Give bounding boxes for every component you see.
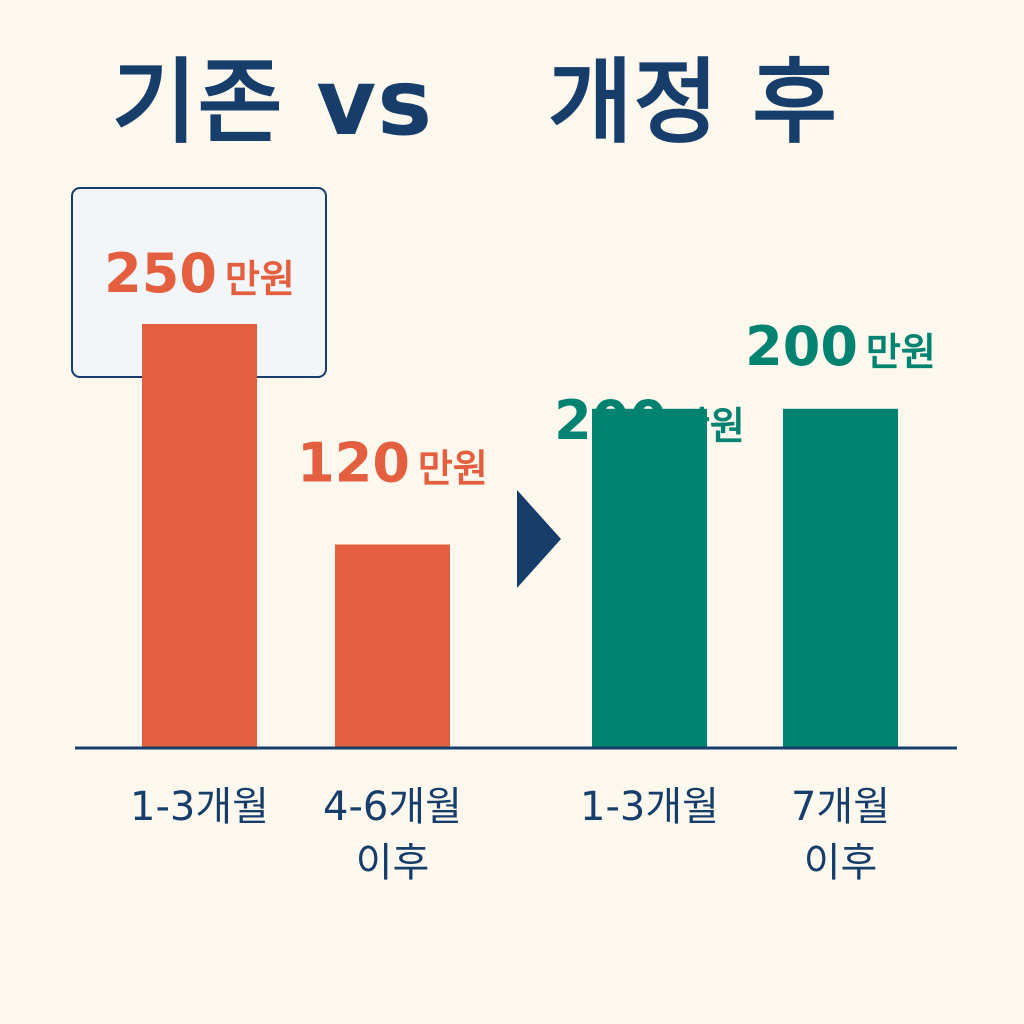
triangle-right-arrow-icon — [517, 490, 561, 588]
bar-after-1 — [592, 408, 707, 748]
value-unit: 만원 — [225, 257, 295, 301]
category-label: 이후 — [804, 840, 878, 886]
category-label: 7개월 — [791, 784, 890, 830]
title-before: 기존 vs — [112, 49, 434, 156]
bar-value-label: 200 만원 — [745, 315, 936, 378]
value-number: 200 — [745, 315, 858, 378]
bar-value-label: 200 만원 — [554, 389, 745, 452]
category-label: 이후 — [356, 840, 430, 886]
bar-value-label: 120 만원 — [297, 431, 488, 494]
category-label: 1-3개월 — [130, 784, 269, 830]
bar-after-2 — [783, 408, 898, 748]
bar-before-1 — [142, 324, 257, 748]
value-number: 120 — [297, 431, 410, 494]
value-unit: 만원 — [418, 446, 488, 490]
bar-value-label: 250 만원 — [104, 242, 295, 305]
value-unit: 만원 — [866, 330, 936, 374]
value-unit: 만원 — [675, 404, 745, 448]
value-number: 200 — [554, 389, 667, 452]
bar-before-2 — [335, 544, 450, 748]
category-label: 1-3개월 — [580, 784, 719, 830]
title-after: 개정 후 — [548, 49, 838, 156]
value-number: 250 — [104, 242, 217, 305]
category-label: 4-6개월 — [323, 784, 462, 830]
